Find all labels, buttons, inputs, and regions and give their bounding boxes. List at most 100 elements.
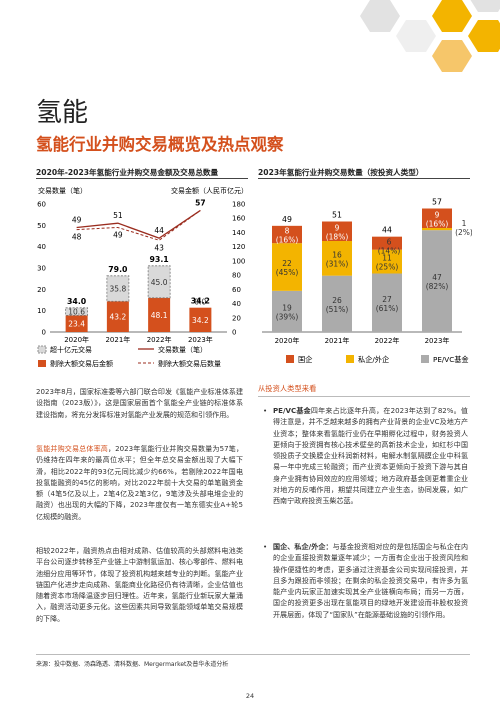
chart1-bar-base — [148, 297, 171, 332]
chart1-x-tick: 2021年 — [105, 335, 130, 344]
chart2-segment-pct: (16%) — [426, 219, 449, 228]
chart2-bar-segment — [272, 243, 302, 291]
chart1-right-tick: 60 — [232, 286, 241, 294]
chart1-right-tick: 140 — [232, 229, 245, 237]
chart1-left-tick: 50 — [37, 222, 46, 230]
chart2-segment-label: 27 — [382, 295, 392, 304]
chart2-segment-label: 47 — [432, 273, 442, 282]
footer-rule — [36, 654, 470, 655]
chart1-top-label: 10.6 — [68, 308, 85, 317]
chapter-title: 氢能 — [36, 98, 89, 128]
page-number: 24 — [245, 692, 255, 700]
chart2-bar-segment — [272, 225, 302, 244]
chart2-segment-pct: (25%) — [376, 263, 399, 272]
chart2-bar-segment — [322, 241, 352, 276]
paragraph-2-lead: 氢能并购交易总体率高 — [36, 444, 108, 453]
chart1-left-tick: 20 — [37, 286, 46, 294]
chart1-svg: 交易数量（笔） 交易金额（人民币亿元）6050403020100180160140… — [37, 186, 248, 368]
chart2-segment-label: 22 — [282, 259, 292, 268]
chart2-segment-label: 26 — [332, 296, 342, 305]
chart2-segment-pct: (61%) — [376, 304, 399, 313]
section-title: 氢能行业并购交易概览及热点观察 — [36, 135, 284, 154]
chart2-bar-segment — [372, 249, 402, 274]
chart1-count-label: 51 — [113, 211, 123, 220]
chart2-segment-pct: (14%) — [378, 247, 401, 256]
chart2-segment-pct: (82%) — [426, 282, 449, 291]
chart1-right-tick: 180 — [232, 201, 245, 209]
chart1-legend-label: 交易数量（笔） — [158, 345, 207, 354]
chart2-segment-pct: (16%) — [276, 236, 299, 245]
chart1-count-label: 44 — [154, 226, 164, 235]
chart1-base-label: 43.2 — [110, 313, 127, 322]
chart2-svg: 19(39%)22(45%)8(16%)492020年26(51%)16(31%… — [262, 198, 472, 364]
chart2-x-tick: 2020年 — [275, 336, 300, 345]
chart1-right-tick: 120 — [232, 243, 245, 251]
chart1-count-ex-label: 49 — [113, 230, 123, 239]
chart2-segment-label: 1 — [462, 219, 467, 228]
chart1-total-label: 79.0 — [108, 265, 128, 274]
chart1-top-label: 35.8 — [110, 285, 127, 294]
bullet-soe-lead: 国企、私企/外企： — [273, 542, 333, 551]
chart1-bar-base — [65, 315, 88, 332]
chart2-segment-pct: (2%) — [455, 228, 472, 237]
chart2-bar-segment — [272, 290, 302, 332]
chart1-right-tick: 20 — [232, 314, 241, 322]
chart1-count-ex-label: 48 — [72, 233, 82, 242]
chart2-segment-pct: (31%) — [326, 259, 349, 268]
chart2-legend-swatch — [286, 355, 294, 363]
paragraph-1: 2023年8月，国家标准委等六部门联合印发《氢能产业标准体系建设指南（2023版… — [36, 387, 243, 419]
chart1-top-label: 0.0 — [194, 298, 206, 307]
chart2-x-tick: 2023年 — [425, 336, 450, 345]
chart1-x-tick: 2022年 — [147, 335, 172, 344]
chart2-total-label: 57 — [432, 198, 442, 207]
bullet-pevc-lead: PE/VC基金 — [273, 406, 311, 415]
chart2-legend-swatch — [346, 355, 354, 363]
chart1-right-axis-label: 交易金额（人民币亿元） — [171, 186, 248, 195]
bullet-soe-body: 与基金投资相对应的是包括国企与私企在内的企业直接投资数量逐年减少；一方面有企业出… — [273, 542, 468, 619]
chart1-count-line — [76, 209, 201, 239]
chart1-left-tick: 30 — [37, 265, 46, 273]
chart1-base-label: 34.2 — [192, 316, 209, 325]
hexagon-decoration — [360, 0, 500, 72]
paragraph-3: 相较2022年，融资热点由相对成熟、估值较高的头部燃料电池类平台公司逐步转移至产… — [36, 546, 243, 623]
chart1-left-tick: 60 — [37, 201, 46, 209]
chart1-count-label: 49 — [72, 215, 82, 224]
chart1-title: 2020年-2023年氢能行业并购交易金额及交易总数量 — [36, 168, 219, 177]
source-note: 来源：投中数据、汤森路透、清科数据、Mergermarket及普华永道分析 — [36, 661, 229, 668]
chart1-bar-top — [147, 265, 171, 299]
chart2-segment-label: 19 — [282, 303, 292, 312]
investor-type-subheading: 从投资人类型来看 — [258, 384, 317, 393]
chart1-total-label: 93.1 — [150, 255, 169, 264]
chart2-total-label: 51 — [332, 211, 342, 220]
chart2-bar-segment — [372, 273, 402, 332]
chart2-segment-pct: (18%) — [326, 232, 349, 241]
chart2-x-tick: 2021年 — [325, 336, 350, 345]
chart1-rule — [36, 178, 248, 179]
chart1-right-tick: 40 — [232, 300, 241, 308]
chart2-title: 2023年氢能行业并购交易数量（按投资人类型） — [258, 168, 424, 177]
chart1-legend-label: 超十亿元交易 — [50, 345, 92, 354]
chart2-rule — [258, 178, 470, 179]
chart1-base-label: 48.1 — [151, 311, 168, 320]
chart2-segment-pct: (39%) — [276, 312, 299, 321]
chart2-bar-segment — [322, 221, 352, 241]
chart1-right-tick: 80 — [232, 272, 241, 280]
chart1-legend-label: 剔除大额交易后金额 — [50, 359, 113, 368]
chart2-x-tick: 2022年 — [375, 336, 400, 345]
subheading-rule — [258, 396, 470, 397]
chart1-right-tick: 0 — [232, 329, 236, 337]
chart2-legend-label: 私企/外企 — [358, 355, 389, 364]
paragraph-2-body: ，2023年氢能行业并购交易数量为57笔，仍维持在四年来的最高位水平；但全年总交… — [36, 444, 243, 521]
chart1-bar-top — [65, 307, 89, 316]
chart2-total-label: 44 — [382, 226, 392, 235]
chart1-legend-label: 剔除大额交易后数量 — [158, 359, 221, 368]
chart2-legend-label: 国企 — [298, 355, 312, 364]
chart1-count-label: 57 — [195, 198, 205, 207]
bullet-soe-private: 国企、私企/外企：与基金投资相对应的是包括国企与私企在内的企业直接投资数量逐年减… — [263, 541, 468, 620]
chart1-bar-top — [106, 275, 130, 302]
chart1-legend-swatch — [37, 345, 47, 354]
chart1-left-tick: 40 — [37, 243, 46, 251]
chart2-legend-swatch — [421, 355, 429, 363]
chart2-segment-label: 9 — [435, 210, 440, 219]
bullet-pevc: PE/VC基金四年来占比逐年升高，在2023年达到了82%。值得注意是，并不乏越… — [263, 405, 468, 507]
